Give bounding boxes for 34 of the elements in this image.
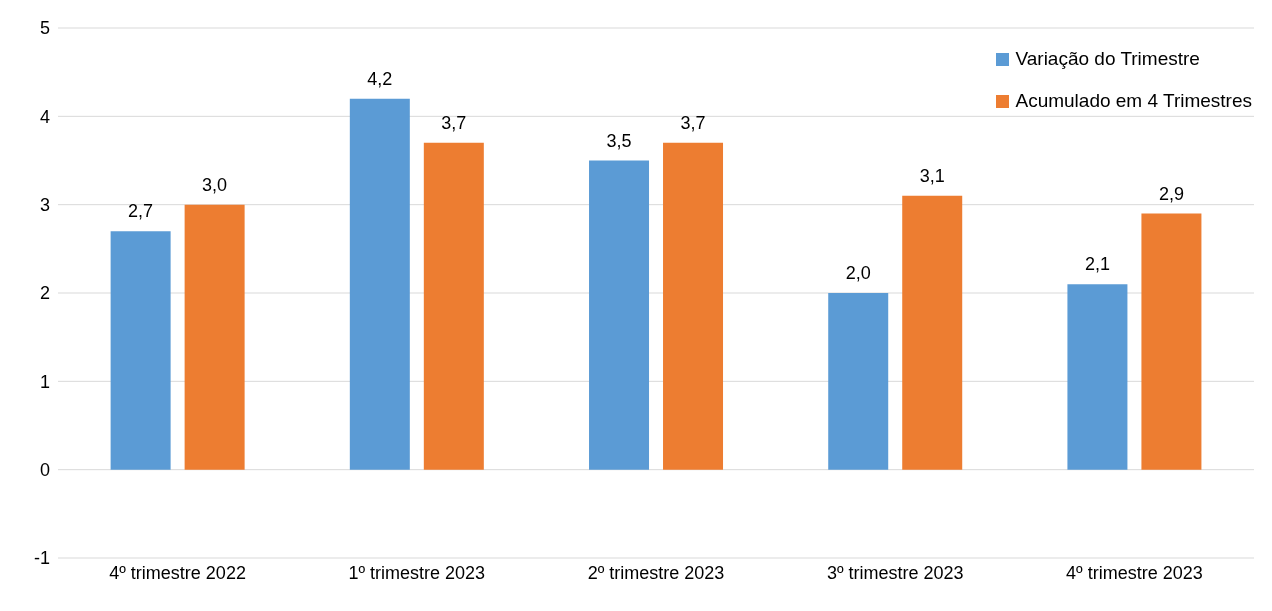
- y-tick-label: 3: [39, 195, 50, 216]
- data-label: 3,0: [202, 174, 228, 195]
- legend-label: Acumulado em 4 Trimestres: [1015, 89, 1252, 113]
- bar: [184, 204, 245, 470]
- x-tick-label: 4º trimestre 2023: [1066, 562, 1203, 583]
- bar: [902, 195, 963, 470]
- y-tick-label: 4: [39, 106, 50, 127]
- legend-label: Variação do Trimestre: [1015, 47, 1200, 71]
- x-tick-label: 1º trimestre 2023: [348, 562, 486, 583]
- x-tick-label: 2º trimestre 2023: [587, 562, 725, 583]
- y-tick-label: -1: [33, 548, 50, 569]
- data-label: 4,2: [367, 68, 393, 89]
- y-tick-label: 2: [39, 283, 50, 304]
- y-tick-label: 1: [39, 371, 50, 392]
- data-label: 3,7: [441, 112, 467, 133]
- x-tick-label: 4º trimestre 2022: [109, 562, 246, 583]
- data-label: 3,5: [606, 130, 632, 151]
- bar: [589, 160, 650, 470]
- bar: [828, 293, 889, 470]
- data-label: 2,1: [1084, 254, 1110, 275]
- bar: [423, 142, 484, 470]
- data-label: 3,7: [680, 112, 706, 133]
- data-label: 2,0: [845, 263, 871, 283]
- bar: [110, 231, 171, 470]
- data-label: 2,9: [1158, 183, 1184, 204]
- x-tick-label: 3º trimestre 2023: [826, 562, 964, 583]
- y-tick-label: 5: [39, 18, 50, 39]
- data-label: 2,7: [128, 201, 154, 222]
- bar: [1141, 213, 1202, 470]
- bar: [349, 98, 410, 470]
- y-tick-label: 0: [39, 460, 50, 481]
- bar: [663, 142, 724, 470]
- data-label: 3,1: [919, 165, 945, 186]
- bar: [1067, 284, 1128, 470]
